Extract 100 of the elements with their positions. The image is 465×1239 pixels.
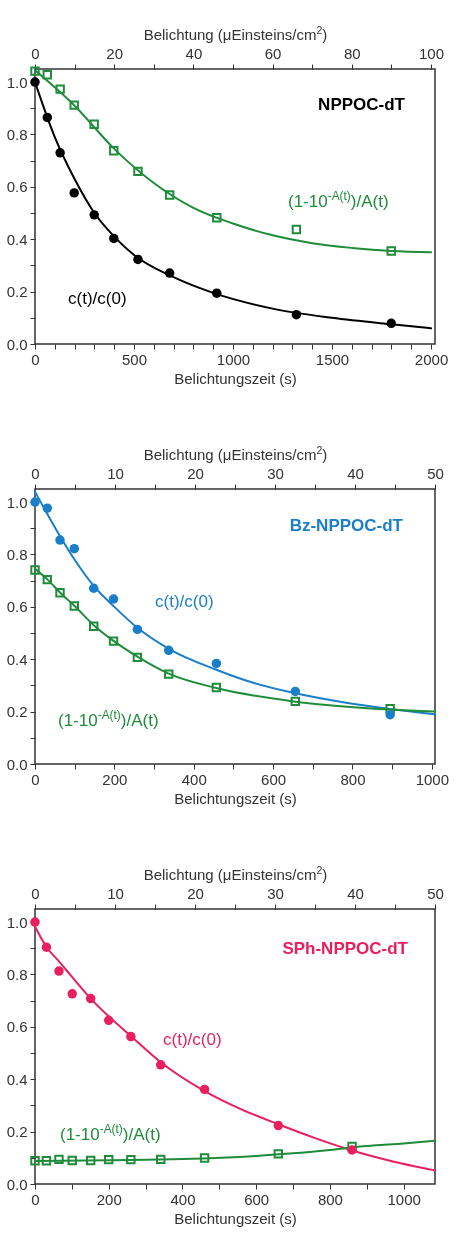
point xyxy=(291,224,302,235)
point xyxy=(55,588,65,598)
point xyxy=(41,942,52,952)
y-tick-label: 0.8 xyxy=(6,125,28,143)
y-tick-label: 0.2 xyxy=(6,283,28,301)
point xyxy=(67,989,77,999)
point xyxy=(30,1155,40,1166)
x-tick-label: 500 xyxy=(121,350,148,368)
point xyxy=(133,254,143,265)
x-tick-label: 0 xyxy=(31,770,40,788)
y-tick-label: 1.0 xyxy=(6,73,28,91)
point xyxy=(30,917,40,927)
point xyxy=(290,696,301,707)
point xyxy=(69,188,79,198)
point xyxy=(108,594,119,604)
point xyxy=(211,658,222,669)
point xyxy=(30,77,40,87)
text: SPh-NPPOC-dT xyxy=(282,939,409,958)
point xyxy=(199,1084,210,1095)
point xyxy=(30,497,40,507)
point xyxy=(211,682,222,693)
point xyxy=(108,636,119,646)
y-tick-label: 0.2 xyxy=(6,703,28,721)
point xyxy=(42,112,53,123)
point xyxy=(212,288,222,298)
series-label: (1-10$^{-A(t)}$)/A(t) xyxy=(60,1122,161,1144)
x2-tick-label: 0 xyxy=(31,464,40,482)
x2-axis-title: Belichtung (μEinsteins/cm$^{2}$) xyxy=(143,443,328,463)
point xyxy=(55,84,65,94)
x-tick-label: 400 xyxy=(170,1190,196,1208)
y-tick-label: 1.0 xyxy=(6,493,28,511)
point xyxy=(386,246,396,256)
point xyxy=(291,309,302,320)
point xyxy=(212,213,222,223)
x2-tick-label: 0 xyxy=(31,44,40,62)
point xyxy=(133,166,143,177)
x-tick-label: 400 xyxy=(181,770,207,788)
y-tick-label: 0.0 xyxy=(6,755,28,773)
x-axis-title: Belichtungszeit (s) xyxy=(174,789,297,807)
point xyxy=(69,601,79,611)
point xyxy=(132,652,143,663)
point xyxy=(156,1154,166,1165)
x-tick-label: 0 xyxy=(31,1190,40,1208)
x2-tick-label: 80 xyxy=(343,44,361,62)
point xyxy=(42,503,53,513)
x2-axis-title: Belichtung (μEinsteins/cm$^{2}$) xyxy=(143,23,328,43)
point xyxy=(30,66,40,76)
x-tick-label: 800 xyxy=(340,770,366,788)
point xyxy=(163,645,174,656)
x-tick-label: 0 xyxy=(31,350,40,368)
point xyxy=(55,535,65,545)
point xyxy=(155,1060,166,1070)
point xyxy=(385,704,395,714)
point xyxy=(109,233,119,244)
x2-tick-label: 10 xyxy=(107,464,124,482)
x2-tick-label: 50 xyxy=(427,884,444,902)
x2-tick-label: 40 xyxy=(185,44,203,62)
x2-tick-label: 40 xyxy=(347,884,364,902)
x-tick-label: 600 xyxy=(244,1190,270,1208)
x2-tick-label: 20 xyxy=(187,884,204,902)
x-tick-label: 200 xyxy=(102,770,128,788)
y-tick-label: 0.6 xyxy=(6,1018,28,1036)
point xyxy=(67,1155,77,1166)
x-tick-label: 200 xyxy=(96,1190,122,1208)
x-tick-label: 2000 xyxy=(414,350,449,368)
y-tick-label: 0.6 xyxy=(6,598,28,616)
point xyxy=(126,1154,136,1165)
point xyxy=(164,268,175,278)
series-label: c(t)/c(0) xyxy=(155,592,214,611)
point xyxy=(132,624,143,635)
x2-tick-label: 30 xyxy=(267,884,284,902)
x-axis-title: Belichtungszeit (s) xyxy=(174,369,297,387)
point xyxy=(290,686,301,697)
y-tick-label: 0.6 xyxy=(6,178,28,196)
x2-tick-label: 20 xyxy=(106,44,124,62)
y-tick-label: 0.4 xyxy=(6,1070,28,1088)
x2-tick-label: 20 xyxy=(187,464,204,482)
point xyxy=(109,146,119,156)
point xyxy=(55,148,65,158)
point xyxy=(89,621,99,631)
point xyxy=(54,1154,64,1165)
point xyxy=(385,710,395,720)
x-tick-label: 800 xyxy=(317,1190,343,1208)
point xyxy=(164,190,175,200)
x-tick-label: 1500 xyxy=(315,350,350,368)
y-tick-label: 0.8 xyxy=(6,545,28,563)
y-tick-label: 0.0 xyxy=(6,335,28,353)
x-tick-label: 1000 xyxy=(415,770,450,788)
point xyxy=(42,574,53,585)
point xyxy=(386,318,396,329)
text: NPPOC-dT xyxy=(318,95,406,114)
x-axis-title: Belichtungszeit (s) xyxy=(174,1209,297,1227)
y-tick-label: 0.0 xyxy=(6,1175,28,1193)
x2-tick-label: 50 xyxy=(427,464,444,482)
x2-tick-label: 40 xyxy=(347,464,364,482)
x2-tick-label: 10 xyxy=(107,884,124,902)
point xyxy=(69,100,79,110)
x2-axis-title: Belichtung (μEinsteins/cm$^{2}$) xyxy=(143,863,328,883)
point xyxy=(42,70,52,80)
x2-tick-label: 60 xyxy=(264,44,282,62)
